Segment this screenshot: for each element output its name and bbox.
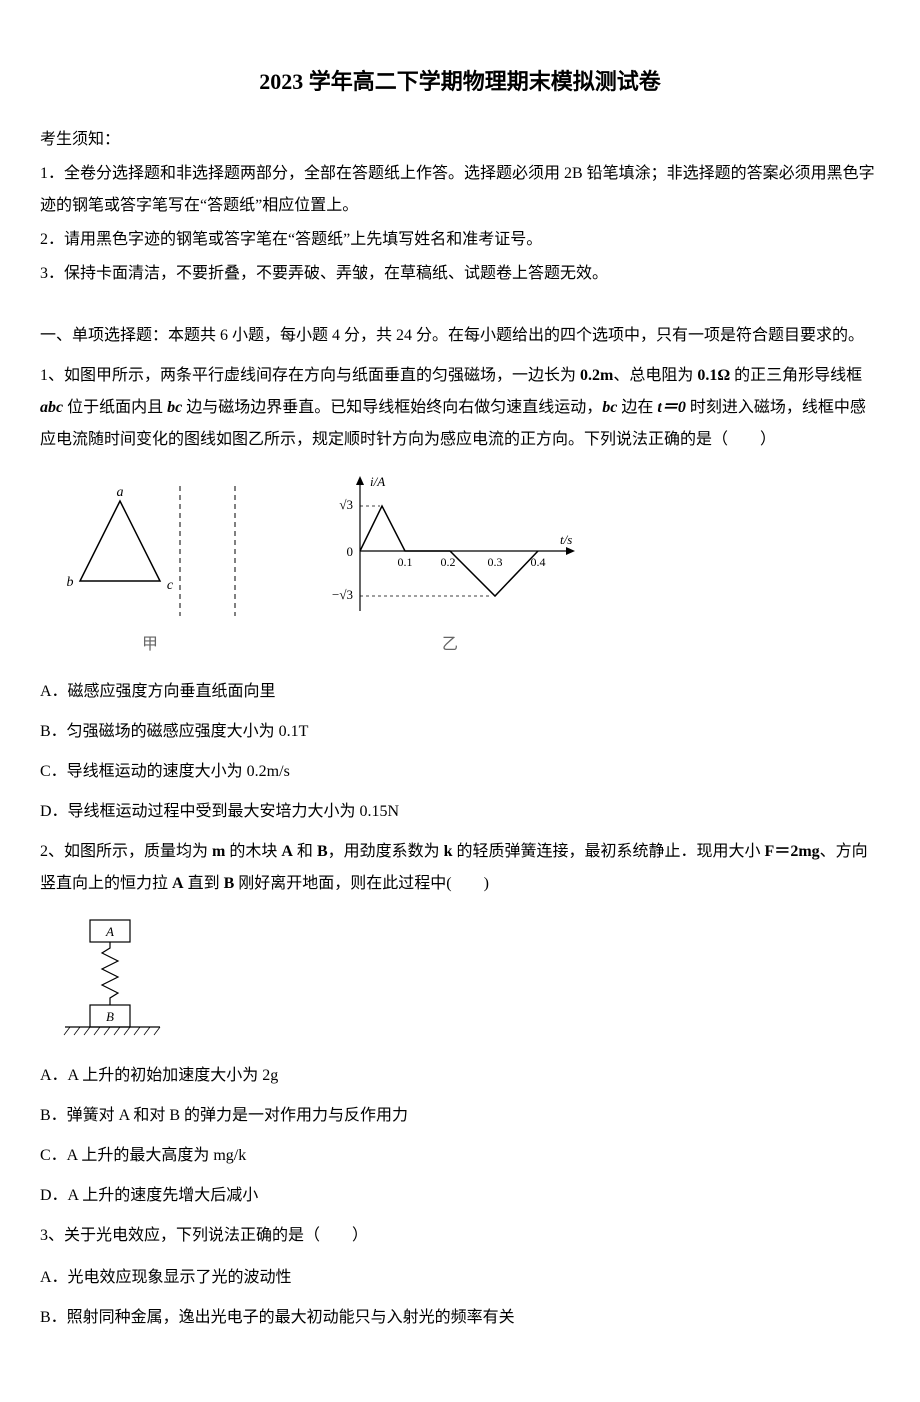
q1-text: 1、如图甲所示，两条平行虚线间存在方向与纸面垂直的匀强磁场，一边长为 0.2m、… [40, 360, 880, 456]
xtick-1: 0.1 [398, 555, 413, 569]
q2-options: A．A 上升的初始加速度大小为 2g B．弹簧对 A 和对 B 的弹力是一对作用… [40, 1060, 880, 1212]
q2-figure: A B [60, 915, 880, 1045]
x-axis-label: t/s [560, 532, 572, 547]
exam-title: 2023 学年高二下学期物理期末模拟测试卷 [40, 60, 880, 104]
q1-opt-c: C．导线框运动的速度大小为 0.2m/s [40, 756, 880, 788]
q1-opt-d: D．导线框运动过程中受到最大安培力大小为 0.15N [40, 796, 880, 828]
q2-t7: 直到 [184, 875, 224, 892]
y-axis-label: i/A [370, 474, 385, 489]
origin: 0 [347, 544, 354, 559]
q2-opt-c: C．A 上升的最大高度为 mg/k [40, 1140, 880, 1172]
q2-t8: 刚好离开地面，则在此过程中( ) [234, 875, 489, 892]
q2-t2: 的木块 [225, 843, 281, 860]
q2-A: A [281, 843, 293, 860]
spring-label-b: B [106, 1009, 114, 1024]
q1-t4: 位于纸面内且 [63, 399, 167, 416]
instruction-2: 2．请用黑色字迹的钢笔或答字笔在“答题纸”上先填写姓名和准考证号。 [40, 224, 880, 256]
instructions-header: 考生须知： [40, 124, 880, 156]
q1-bc: bc [167, 399, 182, 416]
current-graph: i/A t/s 0 √3 −√3 0.1 0.2 0.3 0.4 [320, 471, 580, 621]
q2-B: B [317, 843, 328, 860]
q2-text: 2、如图所示，质量均为 m 的木块 A 和 B，用劲度系数为 k 的轻质弹簧连接… [40, 836, 880, 900]
q1-t2: 、总电阻为 [613, 367, 697, 384]
section-1-header: 一、单项选择题：本题共 6 小题，每小题 4 分，共 24 分。在每小题给出的四… [40, 320, 880, 352]
q1-options: A．磁感应强度方向垂直纸面向里 B．匀强磁场的磁感应强度大小为 0.1T C．导… [40, 676, 880, 828]
tri-label-a: a [117, 485, 124, 500]
q2-k: k [444, 843, 453, 860]
ytick-pos: √3 [339, 497, 353, 512]
q1-opt-b: B．匀强磁场的磁感应强度大小为 0.1T [40, 716, 880, 748]
tri-label-b: b [67, 575, 74, 590]
question-1: 1、如图甲所示，两条平行虚线间存在方向与纸面垂直的匀强磁场，一边长为 0.2m、… [40, 360, 880, 828]
q2-opt-d: D．A 上升的速度先增大后减小 [40, 1180, 880, 1212]
question-3: 3、关于光电效应，下列说法正确的是（ ） A．光电效应现象显示了光的波动性 B．… [40, 1220, 880, 1334]
q1-bc2: bc [602, 399, 617, 416]
tri-label-c: c [167, 578, 174, 593]
q2-m: m [212, 843, 225, 860]
q1-opt-a: A．磁感应强度方向垂直纸面向里 [40, 676, 880, 708]
instruction-1: 1．全卷分选择题和非选择题两部分，全部在答题纸上作答。选择题必须用 2B 铅笔填… [40, 158, 880, 222]
xtick-2: 0.2 [441, 555, 456, 569]
q1-figure-b: i/A t/s 0 √3 −√3 0.1 0.2 0.3 0.4 乙 [320, 471, 580, 661]
q1-figures: a b c 甲 i/A t/s 0 √3 −√3 [60, 471, 880, 661]
q2-A2: A [172, 875, 184, 892]
q1-t5: 边与磁场边界垂直。已知导线框始终向右做匀速直线运动， [182, 399, 602, 416]
q3-options: A．光电效应现象显示了光的波动性 B．照射同种金属，逸出光电子的最大初动能只与入… [40, 1262, 880, 1334]
q2-opt-a: A．A 上升的初始加速度大小为 2g [40, 1060, 880, 1092]
triangle-diagram: a b c [60, 481, 240, 621]
fig-b-label: 乙 [442, 629, 458, 661]
q2-t4: ，用劲度系数为 [328, 843, 444, 860]
q1-v1: 0.2m [580, 367, 613, 384]
q1-t0: t＝0 [657, 399, 685, 416]
q1-t3: 的正三角形导线框 [730, 367, 862, 384]
xtick-3: 0.3 [488, 555, 503, 569]
instruction-3: 3．保持卡面清洁，不要折叠，不要弄破、弄皱，在草稿纸、试题卷上答题无效。 [40, 258, 880, 290]
q2-opt-b: B．弹簧对 A 和对 B 的弹力是一对作用力与反作用力 [40, 1100, 880, 1132]
q1-abc: abc [40, 399, 63, 416]
q1-t1: 1、如图甲所示，两条平行虚线间存在方向与纸面垂直的匀强磁场，一边长为 [40, 367, 580, 384]
q1-figure-a: a b c 甲 [60, 481, 240, 661]
ytick-neg: −√3 [332, 587, 353, 602]
q2-t5: 的轻质弹簧连接，最初系统静止．现用大小 [453, 843, 765, 860]
question-2: 2、如图所示，质量均为 m 的木块 A 和 B，用劲度系数为 k 的轻质弹簧连接… [40, 836, 880, 1212]
q1-v2: 0.1Ω [697, 367, 730, 384]
q2-B2: B [224, 875, 235, 892]
instructions-block: 考生须知： 1．全卷分选择题和非选择题两部分，全部在答题纸上作答。选择题必须用 … [40, 124, 880, 290]
q3-opt-b: B．照射同种金属，逸出光电子的最大初动能只与入射光的频率有关 [40, 1302, 880, 1334]
spring-label-a: A [105, 924, 114, 939]
q1-t6: 边在 [617, 399, 657, 416]
q3-text: 3、关于光电效应，下列说法正确的是（ ） [40, 1220, 880, 1252]
q2-t3: 和 [293, 843, 317, 860]
fig-a-label: 甲 [142, 629, 158, 661]
spring-diagram: A B [60, 915, 170, 1045]
q3-opt-a: A．光电效应现象显示了光的波动性 [40, 1262, 880, 1294]
q2-t1: 2、如图所示，质量均为 [40, 843, 212, 860]
q2-F: F＝2mg [765, 843, 820, 860]
